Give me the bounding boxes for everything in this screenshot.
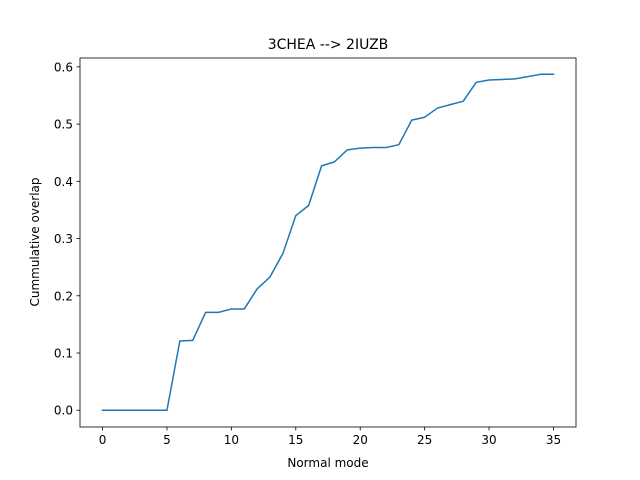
x-tick-label: 35 (546, 433, 561, 447)
y-tick-label: 0.1 (54, 347, 73, 361)
data-line-series-0 (101, 73, 555, 411)
y-tick-label: 0.6 (54, 60, 73, 74)
x-tick-label: 25 (417, 433, 432, 447)
y-tick-label: 0.3 (54, 232, 73, 246)
x-tick-label: 5 (163, 433, 171, 447)
plot-area: 0 5 10 15 20 25 30 35 0.0 0.1 0.2 0.3 0.4 0.5 0.6 (54, 57, 577, 447)
y-tick-label: 0.0 (54, 404, 73, 418)
x-tick-label: 10 (224, 433, 239, 447)
x-axis-label: Normal mode (287, 456, 368, 470)
x-tick-label: 0 (99, 433, 107, 447)
x-tick-label: 15 (288, 433, 303, 447)
chart-title: 3CHEA --> 2IUZB (268, 37, 389, 53)
y-tick-label: 0.2 (54, 289, 73, 303)
y-axis-label: Cummulative overlap (28, 177, 42, 306)
y-tick-label: 0.5 (54, 118, 73, 132)
y-tick-label: 0.4 (54, 175, 73, 189)
x-tick-label: 20 (353, 433, 368, 447)
axes-frame (79, 57, 577, 428)
x-tick-label: 30 (481, 433, 496, 447)
